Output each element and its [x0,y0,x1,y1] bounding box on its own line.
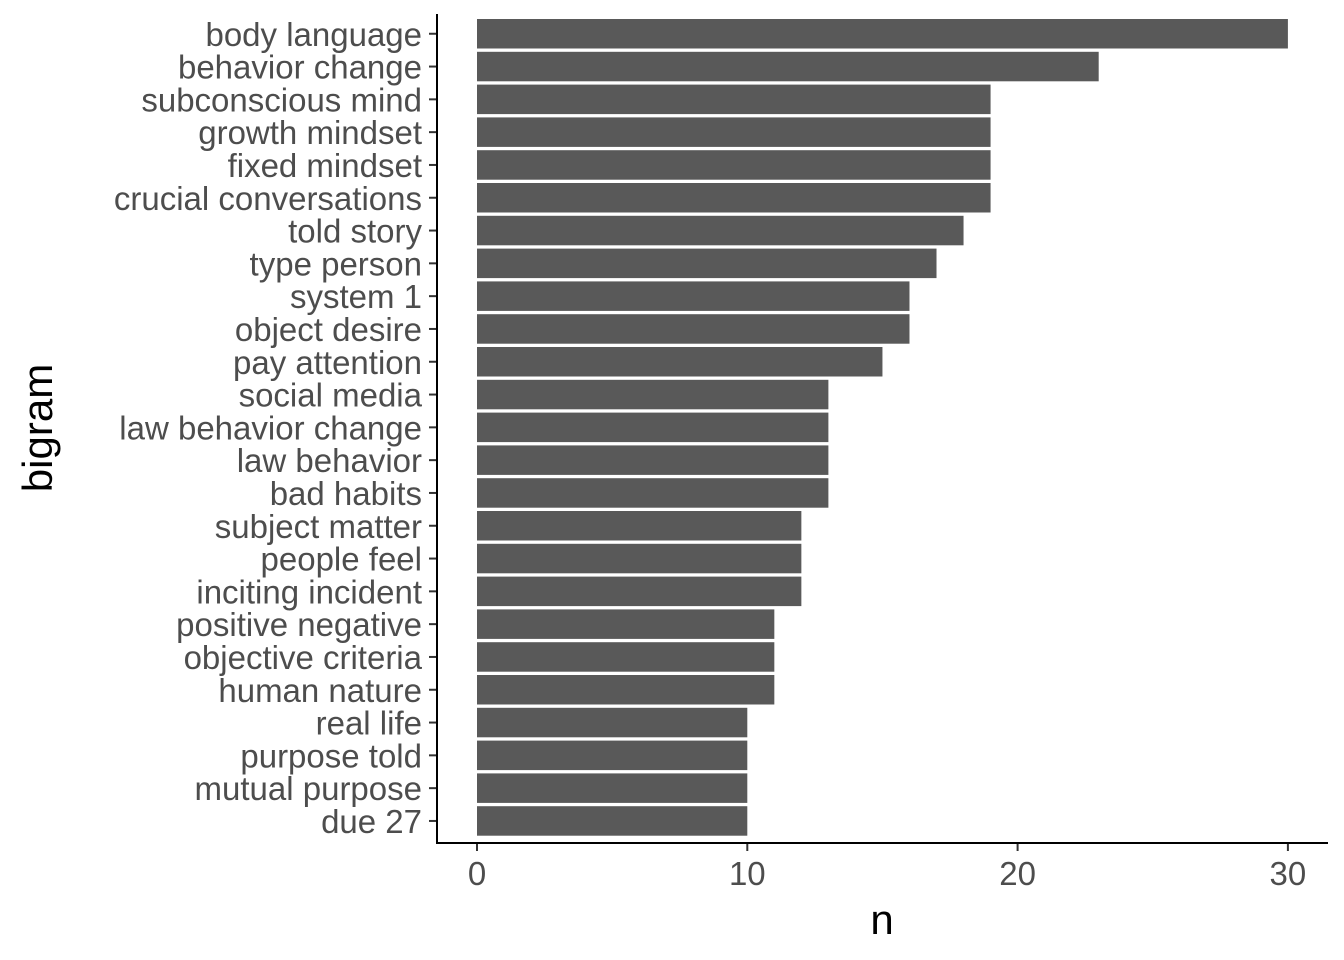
bar-14 [477,478,829,508]
bar-2 [477,84,991,115]
bar-11 [477,379,829,410]
x-tick-label-1: 10 [729,855,766,892]
y-tick-label-5: crucial conversations [114,180,422,217]
bar-6 [477,215,964,246]
bar-18 [477,609,775,639]
y-tick-label-8: system 1 [290,278,422,315]
bar-9 [477,314,910,344]
y-tick-label-2: subconscious mind [141,81,422,118]
bar-8 [477,281,910,311]
y-tick-label-20: human nature [218,672,422,709]
bar-0 [477,19,1288,49]
y-axis-title: bigram [14,364,61,492]
bar-13 [477,445,829,475]
y-tick-label-11: social media [239,377,423,414]
y-tick-label-12: law behavior change [119,409,422,446]
y-ticks [429,32,437,822]
y-tick-label-13: law behavior [237,442,422,479]
y-tick-label-1: behavior change [178,49,422,86]
bar-21 [477,707,748,738]
bar-3 [477,117,991,147]
y-tick-label-17: inciting incident [196,573,422,610]
y-tick-label-18: positive negative [176,606,422,643]
y-tick-label-3: growth mindset [198,114,422,151]
y-tick-label-4: fixed mindset [228,147,422,184]
bar-1 [477,51,1099,82]
y-tick-label-16: people feel [261,541,422,578]
x-tick-label-0: 0 [468,855,486,892]
bar-22 [477,740,748,771]
y-tick-label-9: object desire [235,311,422,348]
y-tick-label-22: purpose told [240,737,422,774]
bar-15 [477,511,802,541]
x-ticks [476,843,1289,851]
y-tick-label-0: body language [205,16,422,53]
y-tick-label-7: type person [250,245,422,282]
x-tick-label-2: 20 [999,855,1036,892]
bar-4 [477,150,991,180]
y-tick-label-14: bad habits [270,475,422,512]
y-tick-label-21: real life [316,705,422,742]
y-tick-label-10: pay attention [233,344,422,381]
bar-20 [477,675,775,705]
bar-24 [477,806,748,836]
bar-5 [477,183,991,213]
y-tick-label-15: subject matter [215,508,422,545]
bar-12 [477,412,829,443]
x-axis-title: n [870,896,893,943]
x-tick-label-3: 30 [1270,855,1307,892]
bars-group [477,19,1288,836]
y-tick-label-23: mutual purpose [195,770,422,807]
bar-23 [477,773,748,803]
bar-17 [477,576,802,607]
y-tick-label-19: objective criteria [184,639,423,676]
bar-16 [477,543,802,574]
bar-7 [477,248,937,279]
y-tick-label-6: told story [288,213,422,250]
bar-19 [477,642,775,672]
y-tick-label-24: due 27 [321,803,422,840]
bar-10 [477,347,883,377]
x-tick-labels: 0 10 20 30 [468,855,1306,892]
